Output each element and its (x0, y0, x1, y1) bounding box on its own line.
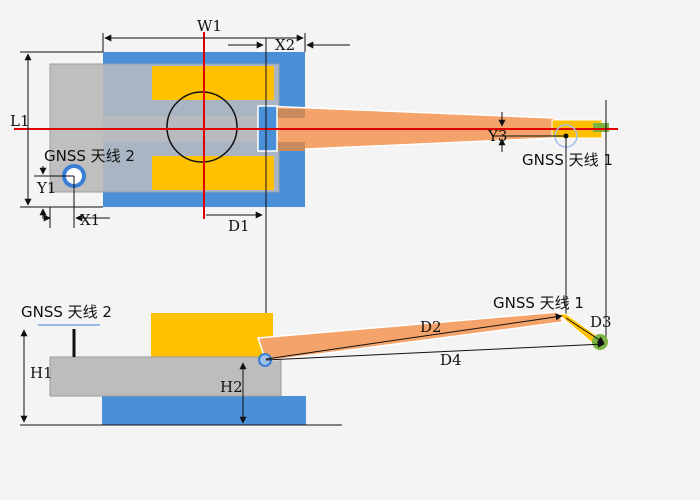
d2-label: D2 (420, 318, 442, 336)
d4-dimension (265, 340, 605, 361)
top-boom-joint-lower (277, 142, 305, 151)
top-pad-lower (152, 156, 274, 190)
top-boom-joint-upper (277, 109, 305, 118)
side-cab (151, 313, 273, 357)
gnss2-top-label: GNSS 天线 2 (44, 147, 135, 165)
w1-label: W1 (197, 17, 222, 35)
d2-dimension (265, 313, 563, 360)
gnss2-side-label: GNSS 天线 2 (21, 303, 112, 321)
side-body (49, 356, 282, 397)
top-pad-upper (152, 66, 274, 100)
gnss1-top-label: GNSS 天线 1 (522, 151, 613, 169)
top-view: W1 X2 L1 Y3 GNSS 天线 1 GNSS 天线 2 Y1 X1 D1 (10, 17, 618, 362)
y1-label: Y1 (36, 179, 56, 197)
h2-label: H2 (220, 378, 243, 396)
h1-label: H1 (30, 364, 53, 382)
side-track (102, 396, 306, 425)
d1-label: D1 (228, 217, 250, 235)
x2-label: X2 (275, 36, 295, 54)
d3-label: D3 (590, 313, 612, 331)
l1-label: L1 (10, 112, 30, 130)
side-view: D2 D3 D4 GNSS 天线 1 GNSS 天线 2 H1 H2 (20, 294, 612, 426)
d3-dimension (565, 317, 605, 344)
top-bucket (593, 123, 609, 132)
x1-label: X1 (80, 211, 100, 229)
gnss1-side-label: GNSS 天线 1 (493, 294, 584, 312)
y3-label: Y3 (487, 127, 507, 145)
d4-label: D4 (440, 351, 462, 369)
turret-circle (166, 91, 238, 163)
